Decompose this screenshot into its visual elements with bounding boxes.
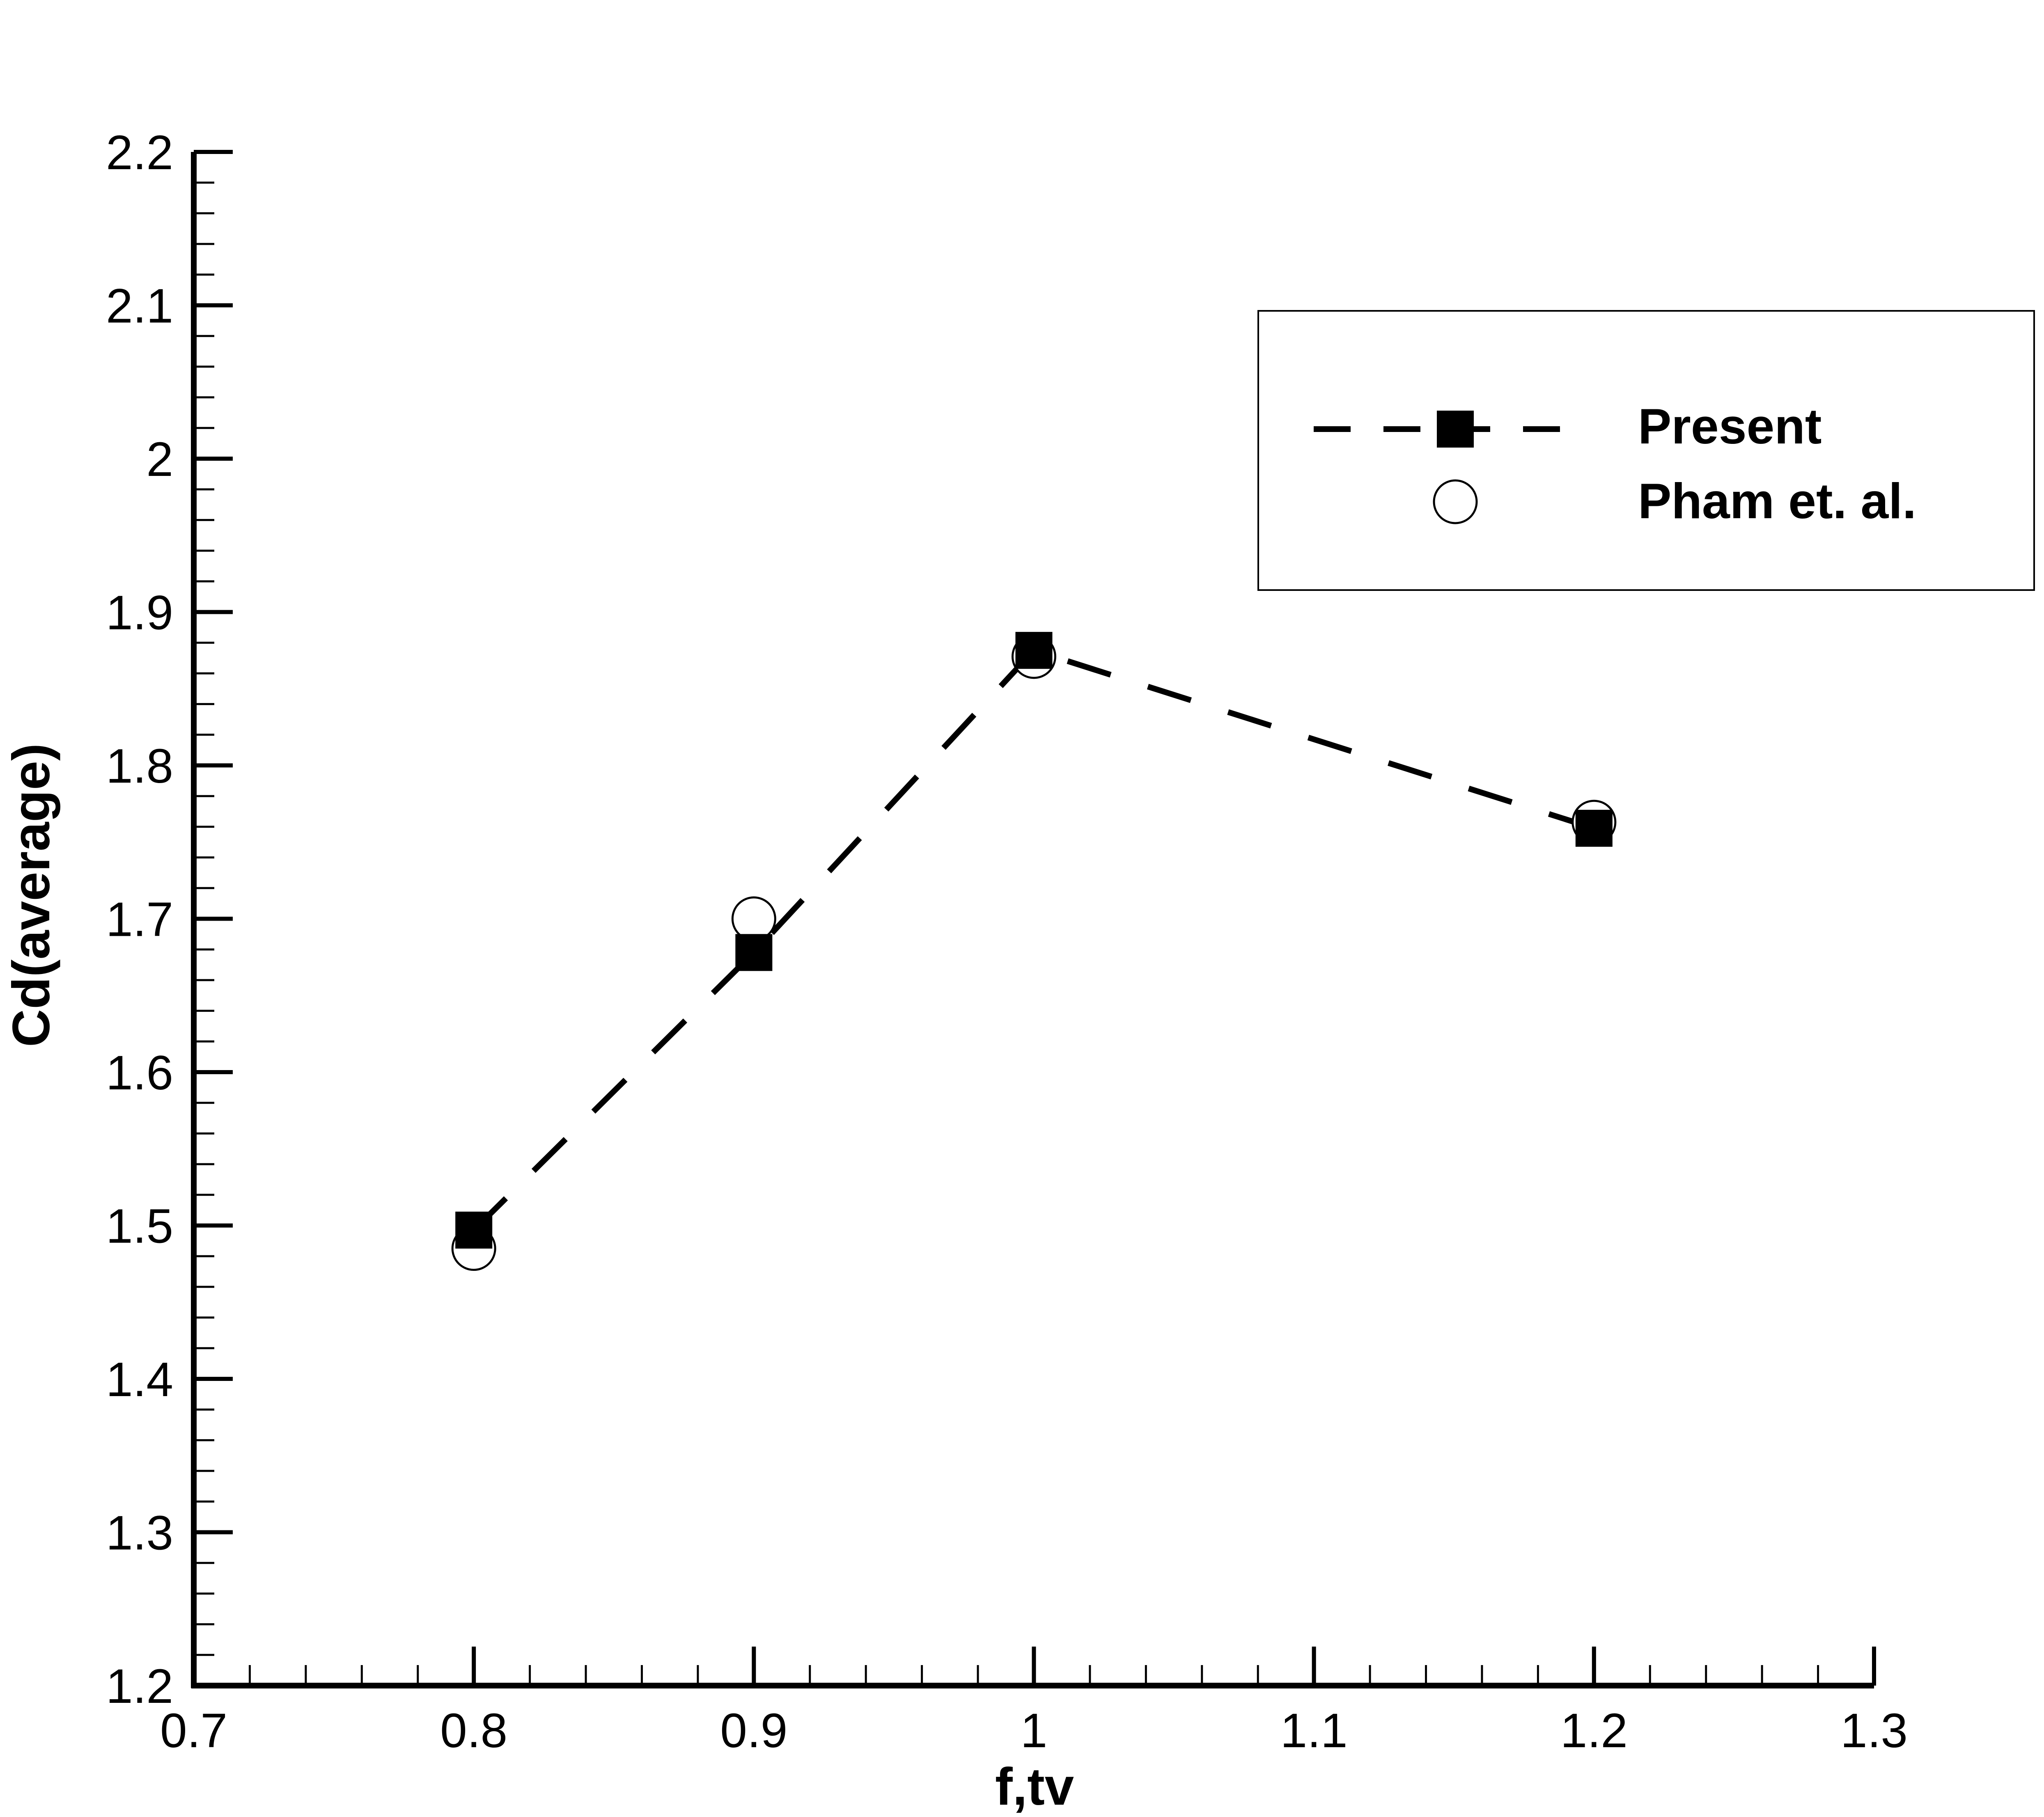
x-tick-label: 0.9 (720, 1704, 787, 1758)
present-series-line (472, 647, 1595, 1232)
y-tick-label: 1.9 (106, 586, 173, 640)
x-axis-title: f,tv (995, 1757, 1074, 1816)
plot-series (451, 632, 1617, 1271)
y-tick-label: 1.3 (106, 1506, 173, 1560)
legend-pham-symbol (1433, 479, 1478, 524)
present-point (735, 934, 773, 971)
y-tick-label: 1.2 (106, 1659, 173, 1714)
x-tick-label: 1.3 (1840, 1704, 1908, 1758)
present-point (1015, 632, 1053, 669)
y-axis-title: Cd(average) (2, 743, 61, 1047)
legend-present-symbol (1314, 411, 1593, 448)
legend-pham-marker (1433, 479, 1478, 524)
x-tick-label: 1 (1021, 1704, 1048, 1758)
legend: Present Pham et. al. (1257, 310, 2035, 591)
x-tick-label: 1.2 (1560, 1704, 1628, 1758)
y-tick-label: 1.7 (106, 893, 173, 947)
legend-label-present: Present (1638, 398, 1822, 454)
present-point (455, 1211, 493, 1249)
legend-present-marker (1437, 411, 1474, 448)
minor-ticks (192, 150, 1876, 1688)
x-tick-label: 0.8 (440, 1704, 507, 1758)
y-tick-label: 1.8 (106, 739, 173, 793)
legend-box (1257, 310, 2035, 591)
x-tick-label: 1.1 (1280, 1704, 1348, 1758)
y-tick-label: 2.2 (106, 126, 173, 180)
y-tick-label: 1.5 (106, 1199, 173, 1254)
y-tick-labels: 1.2 1.3 1.4 1.5 1.6 1.7 1.8 1.9 2 2.1 2.2 (106, 126, 173, 1714)
x-tick-labels: 0.7 0.8 0.9 1 1.1 1.2 1.3 (160, 1704, 1908, 1758)
y-tick-label: 1.4 (106, 1353, 173, 1407)
y-tick-label: 2.1 (106, 279, 173, 333)
y-tick-label: 2 (146, 432, 173, 487)
x-tick-label: 0.7 (160, 1704, 227, 1758)
present-point (1575, 810, 1613, 847)
legend-label-pham: Pham et. al. (1638, 473, 1916, 529)
y-tick-label: 1.6 (106, 1046, 173, 1100)
pham-point (731, 896, 776, 941)
